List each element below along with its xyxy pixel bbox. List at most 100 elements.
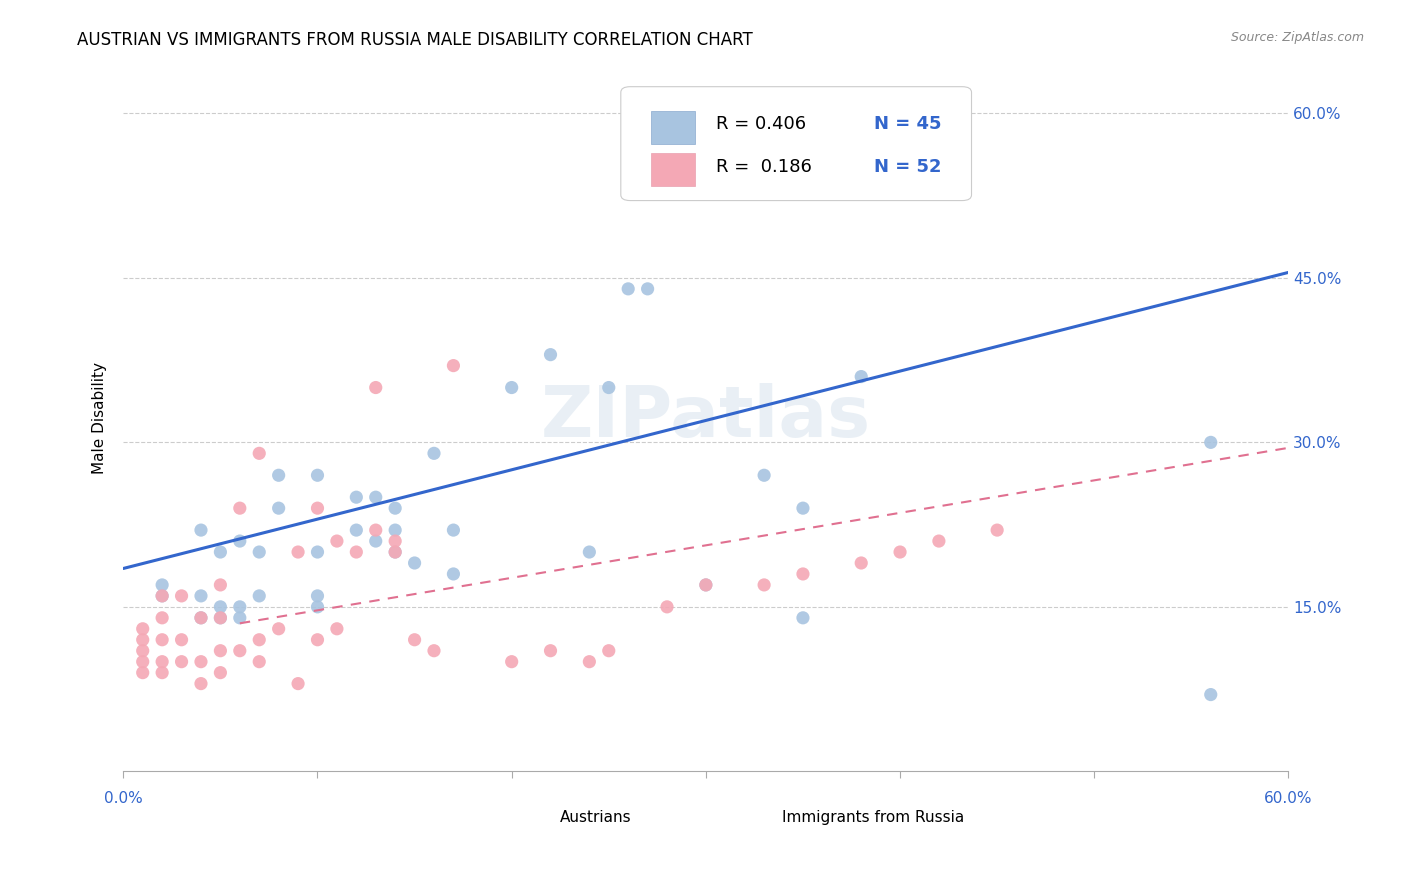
Text: AUSTRIAN VS IMMIGRANTS FROM RUSSIA MALE DISABILITY CORRELATION CHART: AUSTRIAN VS IMMIGRANTS FROM RUSSIA MALE …: [77, 31, 754, 49]
Y-axis label: Male Disability: Male Disability: [93, 361, 107, 474]
Point: [209, 545, 232, 559]
Point: [190, 523, 212, 537]
Point: [928, 534, 950, 549]
Point: [404, 632, 426, 647]
Point: [1199, 688, 1222, 702]
Point: [423, 446, 446, 460]
Text: Source: ZipAtlas.com: Source: ZipAtlas.com: [1230, 31, 1364, 45]
Point: [132, 655, 155, 669]
Point: [209, 578, 232, 592]
Point: [344, 545, 367, 559]
Point: [170, 655, 193, 669]
Point: [889, 545, 911, 559]
FancyBboxPatch shape: [651, 111, 696, 144]
Point: [267, 501, 290, 516]
Point: [150, 665, 173, 680]
Point: [287, 545, 309, 559]
Point: [132, 622, 155, 636]
Point: [287, 676, 309, 690]
Point: [267, 622, 290, 636]
Point: [190, 676, 212, 690]
Point: [229, 611, 252, 625]
Point: [695, 578, 717, 592]
Point: [344, 523, 367, 537]
Point: [247, 545, 270, 559]
Point: [229, 644, 252, 658]
Point: [404, 556, 426, 570]
Point: [752, 468, 775, 483]
Point: [209, 599, 232, 614]
Point: [637, 282, 659, 296]
Point: [150, 589, 173, 603]
Text: Immigrants from Russia: Immigrants from Russia: [782, 810, 965, 825]
Point: [384, 534, 406, 549]
Text: N = 52: N = 52: [873, 158, 941, 176]
Point: [598, 644, 620, 658]
Point: [851, 556, 873, 570]
Point: [132, 632, 155, 647]
Point: [247, 632, 270, 647]
Point: [190, 611, 212, 625]
Point: [307, 589, 329, 603]
Point: [441, 566, 464, 581]
Point: [209, 644, 232, 658]
Point: [851, 369, 873, 384]
Point: [501, 655, 523, 669]
Point: [792, 611, 814, 625]
Point: [792, 501, 814, 516]
Point: [229, 599, 252, 614]
Point: [190, 611, 212, 625]
Point: [423, 644, 446, 658]
Point: [540, 348, 562, 362]
Point: [384, 523, 406, 537]
Point: [209, 665, 232, 680]
Text: R = 0.406: R = 0.406: [716, 115, 807, 133]
Point: [307, 545, 329, 559]
Point: [792, 566, 814, 581]
Point: [598, 380, 620, 394]
Point: [307, 501, 329, 516]
Point: [364, 380, 387, 394]
Point: [1199, 435, 1222, 450]
Point: [170, 632, 193, 647]
Point: [150, 589, 173, 603]
Point: [132, 644, 155, 658]
Text: ZIPatlas: ZIPatlas: [541, 384, 870, 452]
Point: [229, 501, 252, 516]
FancyBboxPatch shape: [519, 806, 553, 830]
Text: N = 45: N = 45: [873, 115, 941, 133]
FancyBboxPatch shape: [741, 806, 773, 830]
Point: [209, 611, 232, 625]
Point: [132, 665, 155, 680]
Point: [209, 611, 232, 625]
Point: [150, 578, 173, 592]
Text: 0.0%: 0.0%: [104, 791, 142, 806]
Point: [326, 622, 349, 636]
Point: [247, 446, 270, 460]
Point: [150, 655, 173, 669]
Point: [170, 589, 193, 603]
Point: [326, 534, 349, 549]
Point: [752, 578, 775, 592]
Point: [384, 545, 406, 559]
Text: Austrians: Austrians: [560, 810, 631, 825]
Point: [229, 534, 252, 549]
Point: [267, 468, 290, 483]
FancyBboxPatch shape: [621, 87, 972, 201]
Text: 60.0%: 60.0%: [1264, 791, 1313, 806]
Point: [150, 632, 173, 647]
Point: [695, 578, 717, 592]
Point: [247, 589, 270, 603]
Point: [441, 523, 464, 537]
Point: [364, 490, 387, 504]
Point: [441, 359, 464, 373]
Point: [190, 589, 212, 603]
Point: [1316, 85, 1339, 99]
Point: [364, 523, 387, 537]
Point: [150, 611, 173, 625]
Point: [501, 380, 523, 394]
Point: [655, 599, 678, 614]
Point: [695, 106, 717, 120]
Point: [307, 468, 329, 483]
Point: [384, 501, 406, 516]
